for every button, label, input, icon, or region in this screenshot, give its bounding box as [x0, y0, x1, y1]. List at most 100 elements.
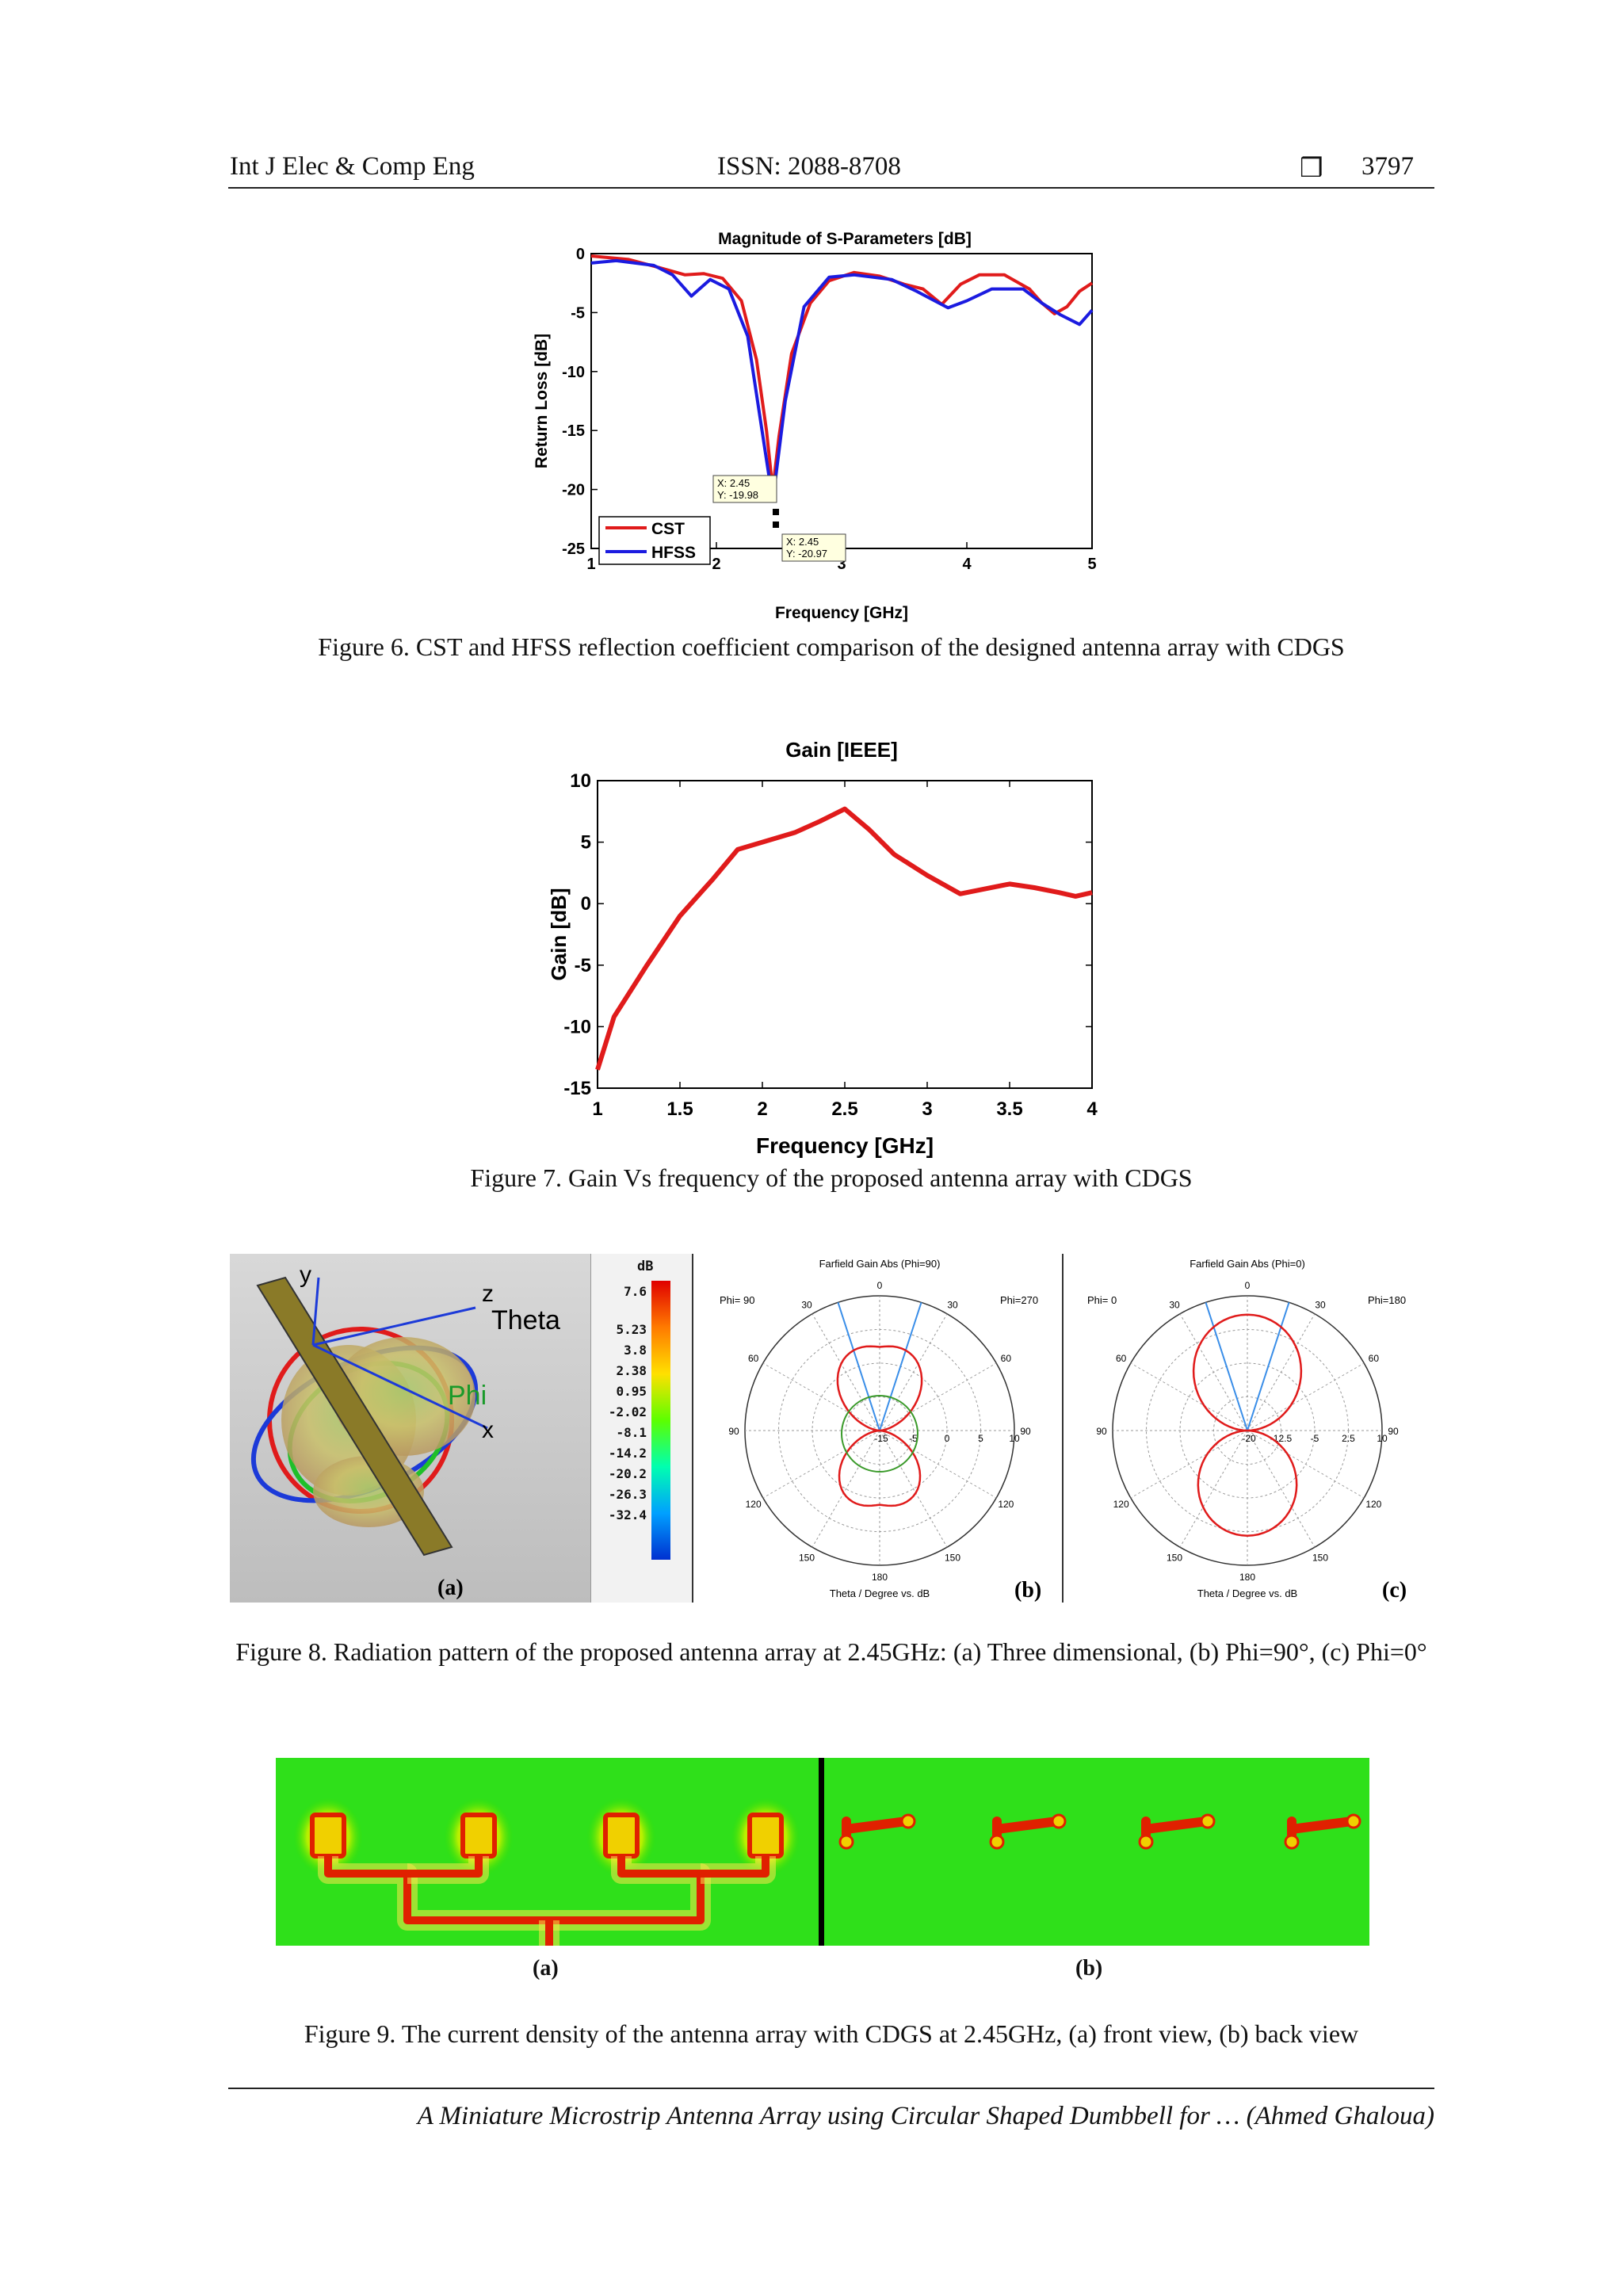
polar-beam-line: [1205, 1302, 1248, 1431]
color-scale-bar: [651, 1281, 670, 1560]
svg-text:X: 2.45: X: 2.45: [786, 536, 819, 548]
polar-b-title: Farfield Gain Abs (Phi=90): [819, 1258, 941, 1270]
front-view: [293, 1797, 800, 1946]
back-view-background: [824, 1758, 1369, 1946]
panel-divider: [1062, 1254, 1064, 1603]
figure6-xtick-label: 1: [586, 556, 595, 573]
polar-radial-label: 10: [1377, 1433, 1388, 1444]
polar-angle-label: 30: [1169, 1300, 1180, 1311]
svg-text:Y: -19.98: Y: -19.98: [717, 489, 758, 501]
figure7-ytick-label: 10: [570, 770, 591, 792]
figure6-legend: CST HFSS: [598, 516, 711, 565]
running-header-issn: ISSN: 2088-8708: [717, 152, 901, 181]
figure6-xtick-label: 3: [837, 556, 846, 573]
axis-label-x: x: [482, 1417, 494, 1443]
figure7-ytick-label: -5: [575, 955, 591, 976]
figure8-3d-pattern: y z Theta Phi x (a): [250, 1262, 560, 1600]
polar-b-left-label: Phi= 90: [720, 1294, 754, 1306]
color-scale-label: -32.4: [608, 1507, 647, 1522]
polar-angle-label: 120: [746, 1499, 762, 1510]
polar-angle-label: 120: [998, 1499, 1014, 1510]
polar-grid: [744, 1295, 1015, 1566]
dumbbell-end: [838, 1834, 854, 1850]
dumbbell-end: [900, 1813, 916, 1829]
figure7-ytick-label: -10: [563, 1016, 591, 1037]
figure6-datatip-hfss: X: 2.45 Y: -20.97: [781, 533, 846, 562]
figure6-ytick-label: 0: [576, 246, 585, 263]
back-view: [838, 1813, 1361, 1850]
polar-c-bottom-label: Theta / Degree vs. dB: [1197, 1587, 1297, 1599]
figure9-current-density: (a): [276, 1758, 1369, 1946]
figure6-xtick-label: 2: [712, 556, 720, 573]
figure7-gain-line: [595, 806, 1093, 1071]
figure6-caption: Figure 6. CST and HFSS reflection coeffi…: [318, 632, 1345, 661]
figure7-ytick-label: 0: [581, 893, 591, 915]
legend-label-hfss: HFSS: [651, 544, 696, 562]
view-divider: [819, 1758, 824, 1946]
color-scale-label: -20.2: [608, 1466, 647, 1481]
polar-angle-label: 150: [799, 1552, 815, 1563]
legend-label-cst: CST: [651, 520, 685, 538]
panel-divider: [692, 1254, 693, 1603]
color-scale-label: 3.8: [624, 1343, 647, 1358]
axis-label-z: z: [482, 1281, 494, 1307]
figure6-plot-frame: [590, 253, 1093, 549]
dumbbell-end: [1200, 1813, 1216, 1829]
running-header-page-number: 3797: [1361, 152, 1414, 181]
polar-radial-label: -20: [1242, 1433, 1256, 1444]
polar-angle-label: 30: [1315, 1300, 1326, 1311]
color-scale: dB 7.6 5.23 3.8 2.38 0.95 -2.02 -8.1 -14.2 -20.2…: [590, 1254, 692, 1603]
figure6-ytick-label: -25: [562, 541, 585, 558]
polar-c-left-label: Phi= 0: [1087, 1294, 1117, 1306]
figure6-datatip-cst: X: 2.45 Y: -19.98: [712, 475, 777, 503]
polar-grid: [1112, 1295, 1383, 1566]
figure6-series-cst-line: [590, 254, 1094, 491]
figure6-ytick-label: -20: [562, 482, 585, 499]
polar-angle-label: 150: [1167, 1552, 1182, 1563]
patch-element: [460, 1813, 497, 1859]
polar-angle-label: 30: [947, 1300, 958, 1311]
polar-radial-label: 2.5: [1342, 1433, 1355, 1444]
figure7-ylabel: Gain [dB]: [547, 888, 571, 981]
polar-radial-label: 5: [978, 1433, 983, 1444]
polar-pattern-curve: [836, 1345, 923, 1507]
color-scale-label: -8.1: [616, 1425, 647, 1440]
color-scale-label: 0.95: [616, 1384, 647, 1399]
patch-element: [747, 1813, 784, 1859]
color-scale-unit: dB: [637, 1259, 654, 1274]
color-scale-label: -14.2: [608, 1446, 647, 1461]
polar-beam-line: [879, 1302, 922, 1431]
axis-label-phi: Phi: [448, 1381, 487, 1411]
figure6-xlabel: Frequency [GHz]: [775, 604, 908, 622]
color-scale-label: 7.6: [624, 1284, 647, 1299]
figure6-datatip-marker: [773, 509, 779, 515]
figure7-xtick-label: 1: [592, 1098, 602, 1120]
polar-radial-label: -5: [909, 1433, 918, 1444]
figure7-xtick-label: 3: [922, 1098, 932, 1120]
polar-angle-label: 60: [1369, 1353, 1380, 1364]
polar-c-title: Farfield Gain Abs (Phi=0): [1190, 1258, 1305, 1270]
figure7-xtick-label: 1.5: [666, 1098, 693, 1120]
axis-label-y: y: [300, 1262, 311, 1288]
polar-angle-label: 120: [1365, 1499, 1381, 1510]
polar-angle-label: 180: [872, 1572, 888, 1583]
dumbbell-end: [1051, 1813, 1067, 1829]
polar-angle-label: 150: [945, 1552, 960, 1563]
figure6-series-hfss-line: [590, 258, 1094, 502]
figure6-ytick-label: -15: [562, 422, 585, 440]
figure8-label-c: (c): [1382, 1578, 1407, 1603]
polar-angle-label: 90: [1096, 1426, 1107, 1437]
figure9-caption: Figure 9. The current density of the ant…: [304, 2019, 1359, 2048]
figure6-datatip-marker: [773, 521, 779, 528]
axis-label-theta: Theta: [491, 1305, 560, 1335]
polar-angle-label: 90: [728, 1426, 739, 1437]
figure7-ytick-label: -15: [563, 1078, 591, 1099]
dumbbell-end: [1346, 1813, 1361, 1829]
figure8-panel-b: Farfield Gain Abs (Phi=90) Phi= 90 Phi=2…: [720, 1258, 1041, 1603]
polar-angle-label: 90: [1388, 1426, 1399, 1437]
figure7-xlabel: Frequency [GHz]: [756, 1133, 934, 1158]
figure9-label-b: (b): [1075, 1956, 1103, 1981]
figure6-xtick-label: 5: [1087, 556, 1096, 573]
figure6-ylabel: Return Loss [dB]: [533, 334, 551, 468]
polar-radial-label: 10: [1009, 1433, 1020, 1444]
